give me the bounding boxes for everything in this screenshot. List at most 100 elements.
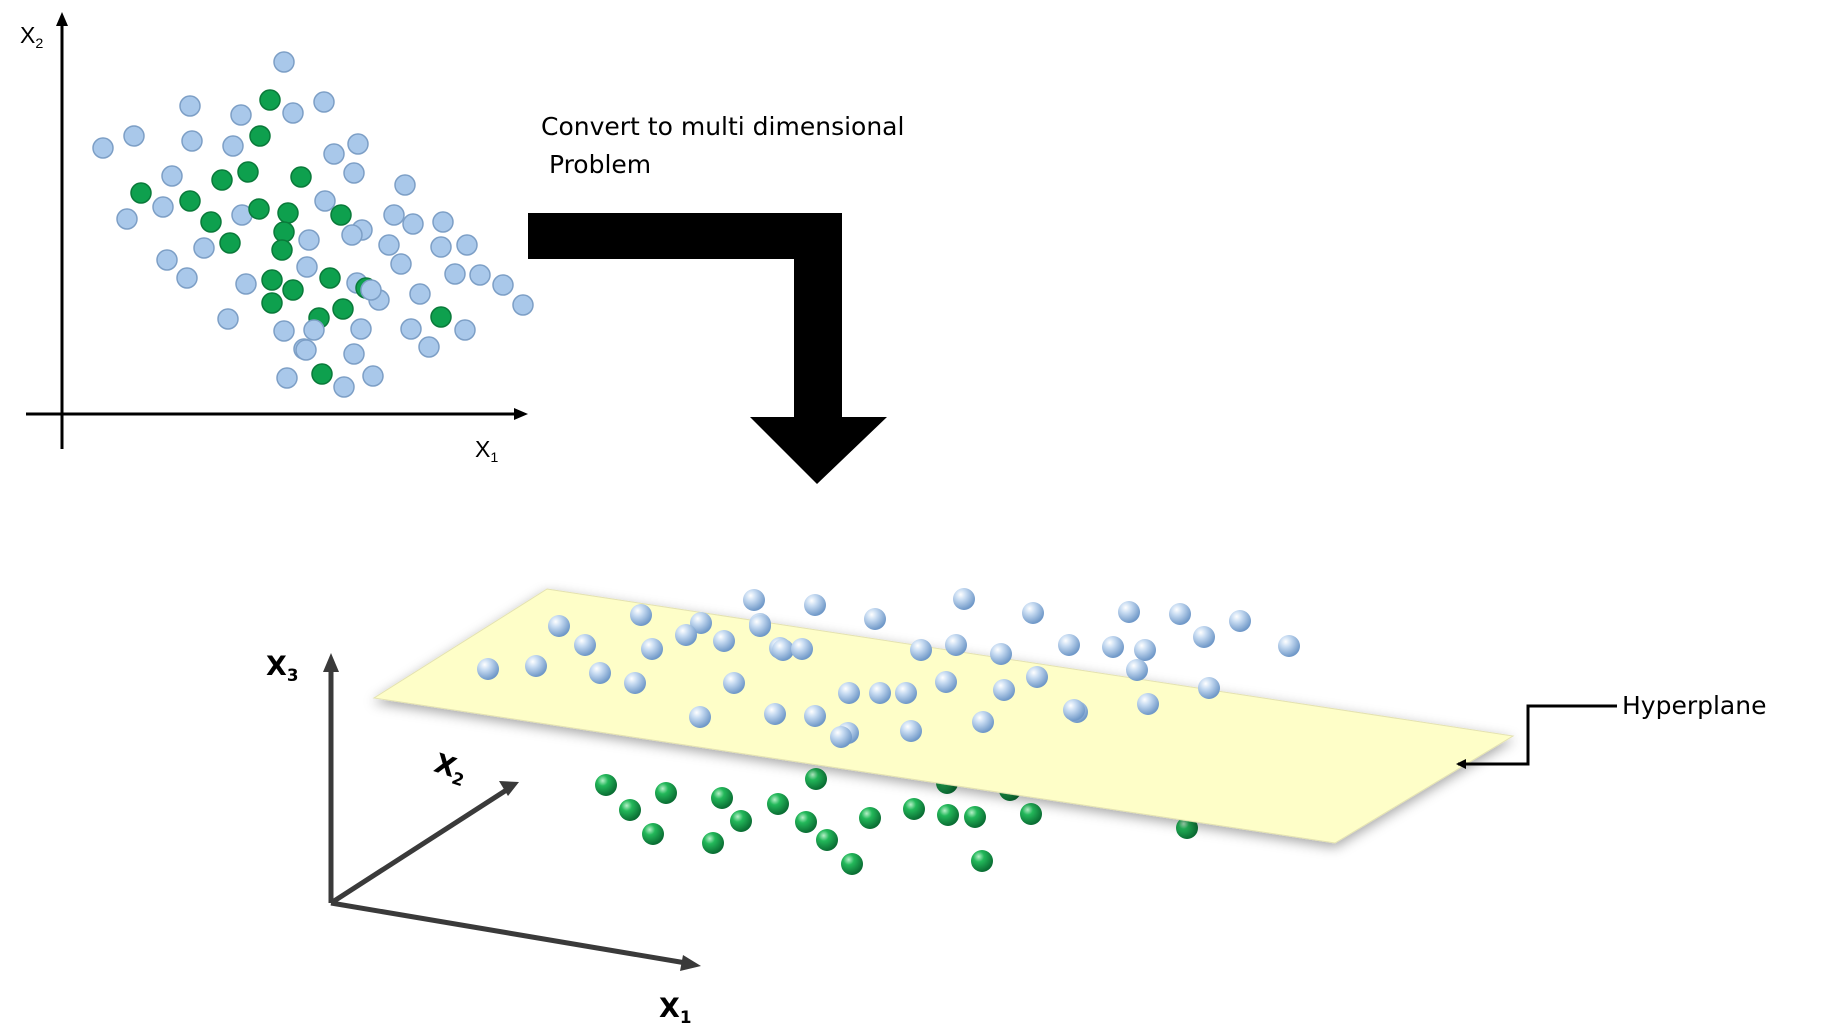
blue-sphere	[895, 682, 917, 704]
blue-point-2d	[313, 91, 335, 113]
blue-spheres-above-plane	[477, 588, 1300, 748]
blue-point-2d	[176, 267, 198, 289]
green-point-2d	[273, 221, 295, 243]
green-point-2d	[261, 292, 283, 314]
green-point-2d	[179, 190, 201, 212]
blue-sphere	[675, 624, 697, 646]
blue-point-2d	[230, 104, 252, 126]
hyperplane-label: Hyperplane	[1622, 691, 1767, 720]
green-sphere	[1176, 817, 1198, 839]
blue-point-2d	[273, 320, 295, 342]
green-point-2d	[271, 239, 293, 261]
blue-point-2d	[276, 367, 298, 389]
blue-sphere	[1137, 693, 1159, 715]
blue-point-2d	[394, 174, 416, 196]
blue-sphere	[574, 634, 596, 656]
x-axis-label-2d: X1	[475, 436, 499, 466]
blue-sphere	[990, 643, 1012, 665]
green-point-2d	[211, 169, 233, 191]
blue-sphere	[804, 594, 826, 616]
blue-sphere	[1229, 610, 1251, 632]
x1-axis-label: X1	[659, 993, 692, 1027]
blue-point-2d	[456, 234, 478, 256]
blue-sphere	[641, 638, 663, 660]
blue-sphere	[772, 639, 794, 661]
blue-point-2d	[383, 204, 405, 226]
green-sphere	[795, 811, 817, 833]
green-point-2d	[277, 202, 299, 224]
x3-axis-label: X3	[266, 651, 299, 685]
x1-axis-line	[330, 900, 687, 966]
blue-point-2d	[402, 213, 424, 235]
blue-sphere	[525, 655, 547, 677]
green-sphere	[619, 799, 641, 821]
blue-point-2d	[217, 308, 239, 330]
blue-sphere	[713, 630, 735, 652]
blue-sphere	[804, 705, 826, 727]
blue-point-2d	[314, 190, 336, 212]
hyperplane-callout	[1456, 704, 1617, 769]
blue-sphere	[589, 662, 611, 684]
blue-sphere	[1169, 603, 1191, 625]
green-point-2d	[130, 182, 152, 204]
green-point-2d	[237, 161, 259, 183]
blue-point-2d	[432, 211, 454, 233]
green-point-2d	[261, 269, 283, 291]
blue-sphere	[972, 711, 994, 733]
blue-sphere	[1102, 636, 1124, 658]
green-point-2d	[259, 89, 281, 111]
blue-sphere	[1022, 602, 1044, 624]
blue-point-2d	[430, 236, 452, 258]
blue-sphere	[723, 672, 745, 694]
hyperplane-plane	[372, 588, 1515, 844]
blue-point-2d	[296, 256, 318, 278]
blue-sphere	[1198, 677, 1220, 699]
blue-point-2d	[454, 319, 476, 341]
blue-point-2d	[298, 229, 320, 251]
blue-point-2d	[92, 137, 114, 159]
x3-axis-arrowhead	[323, 653, 339, 672]
blue-sphere	[1278, 635, 1300, 657]
blue-point-2d	[116, 208, 138, 230]
green-point-2d	[249, 125, 271, 147]
blue-point-2d	[378, 234, 400, 256]
blue-sphere	[791, 638, 813, 660]
blue-point-2d	[181, 130, 203, 152]
blue-sphere	[1134, 639, 1156, 661]
green-point-2d	[311, 363, 333, 385]
blue-point-2d	[343, 343, 365, 365]
blue-point-2d	[161, 165, 183, 187]
green-sphere	[702, 832, 724, 854]
blue-sphere	[1026, 666, 1048, 688]
blue-point-2d	[418, 336, 440, 358]
green-sphere	[1020, 803, 1042, 825]
green-sphere	[805, 768, 827, 790]
blue-sphere	[743, 589, 765, 611]
green-sphere	[937, 804, 959, 826]
x2-axis-arrowhead-2d	[56, 12, 68, 26]
x2-axis-arrowhead	[499, 781, 519, 796]
blue-point-2d	[444, 263, 466, 285]
green-point-2d	[200, 211, 222, 233]
green-sphere	[859, 807, 881, 829]
convert-text: Convert to multi dimensional Problem	[541, 108, 904, 184]
green-point-2d	[330, 204, 352, 226]
scatter-2d-points	[92, 51, 534, 398]
blue-point-2d	[193, 237, 215, 259]
green-sphere	[730, 810, 752, 832]
blue-point-2d	[341, 224, 363, 246]
blue-sphere	[953, 588, 975, 610]
blue-sphere	[1126, 659, 1148, 681]
blue-sphere	[764, 703, 786, 725]
blue-sphere	[630, 604, 652, 626]
blue-point-2d	[235, 273, 257, 295]
blue-sphere	[1118, 601, 1140, 623]
blue-sphere	[689, 706, 711, 728]
blue-sphere	[830, 726, 852, 748]
blue-point-2d	[123, 125, 145, 147]
green-sphere	[903, 798, 925, 820]
convert-text-line-1: Convert to multi dimensional	[541, 112, 905, 141]
x2-axis-line	[329, 786, 510, 906]
blue-sphere	[864, 608, 886, 630]
